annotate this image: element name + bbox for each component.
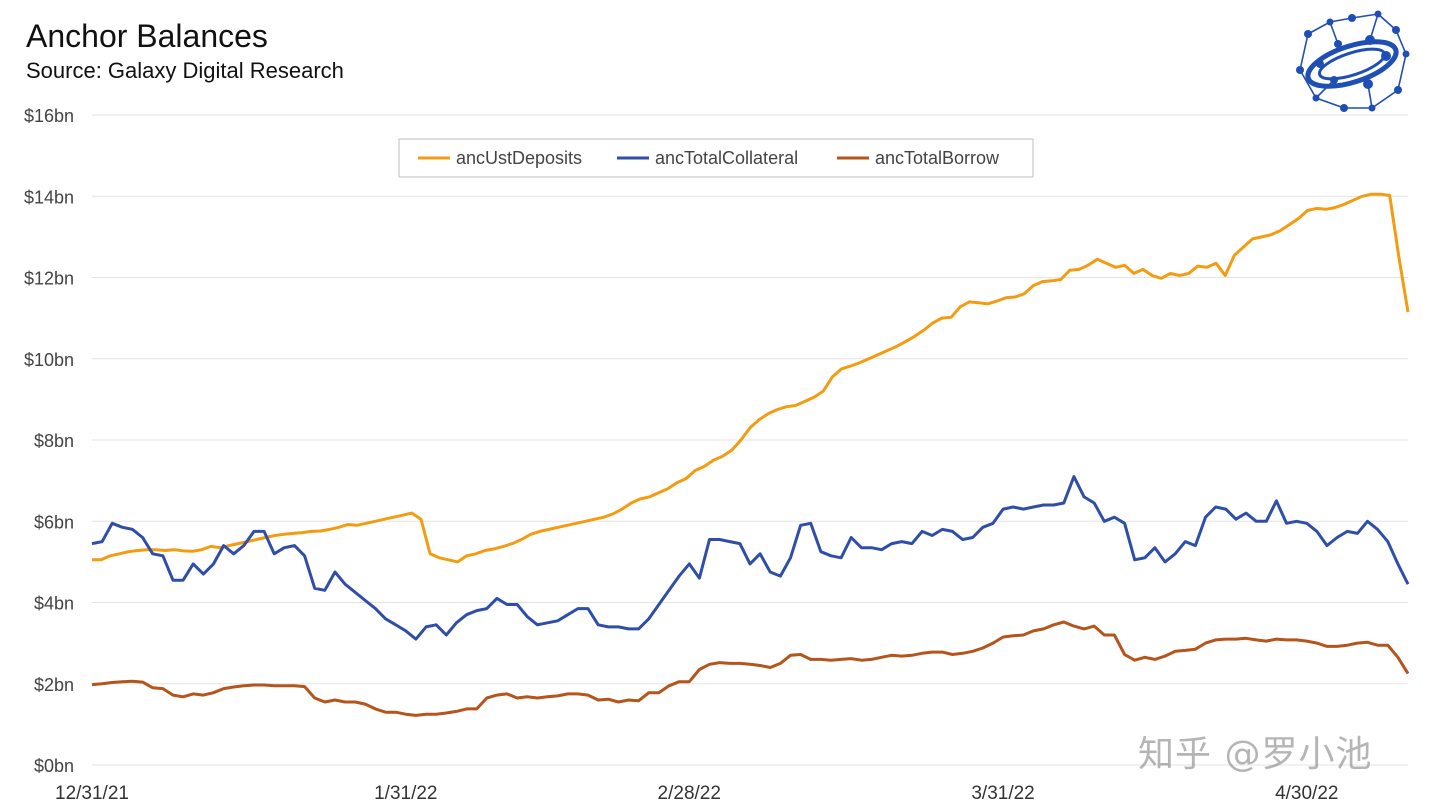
watermark-text: 知乎 @罗小池 [1138,734,1373,775]
series-line-ancTotalCollateral [91,475,1410,641]
legend-label: ancTotalCollateral [655,148,798,168]
legend-label: ancTotalBorrow [875,148,1000,168]
y-tick-label: $2bn [34,675,74,695]
galaxy-network-logo-icon [1296,10,1410,112]
y-tick-label: $12bn [24,269,74,289]
x-axis-ticks: 12/31/21 1/31/22 2/28/22 3/31/22 4/30/22 [55,783,1338,804]
series-line-ancTotalBorrow [91,620,1410,717]
y-tick-label: $10bn [24,350,74,370]
y-tick-label: $0bn [34,756,74,776]
y-tick-label: $8bn [34,431,74,451]
y-axis-ticks: $0bn $2bn $4bn $6bn $8bn $10bn $12bn $14bn $16bn [24,106,74,776]
chart-subtitle: Source: Galaxy Digital Research [26,58,344,83]
y-tick-label: $14bn [24,187,74,207]
x-tick-label: 2/28/22 [658,783,721,804]
y-tick-label: $16bn [24,106,74,126]
y-tick-label: $6bn [34,512,74,532]
x-tick-label: 4/30/22 [1275,783,1338,804]
legend: ancUstDeposits ancTotalCollateral ancTotal… [398,138,1034,178]
legend-label: ancUstDeposits [456,148,582,168]
series-lines [91,192,1410,717]
chart-title: Anchor Balances [26,18,268,54]
x-tick-label: 12/31/21 [55,783,129,804]
x-tick-label: 3/31/22 [971,783,1034,804]
series-line-ancUstDeposits [92,192,1410,564]
y-tick-label: $4bn [34,594,74,614]
gridlines [92,114,1408,766]
x-tick-label: 1/31/22 [374,783,437,804]
